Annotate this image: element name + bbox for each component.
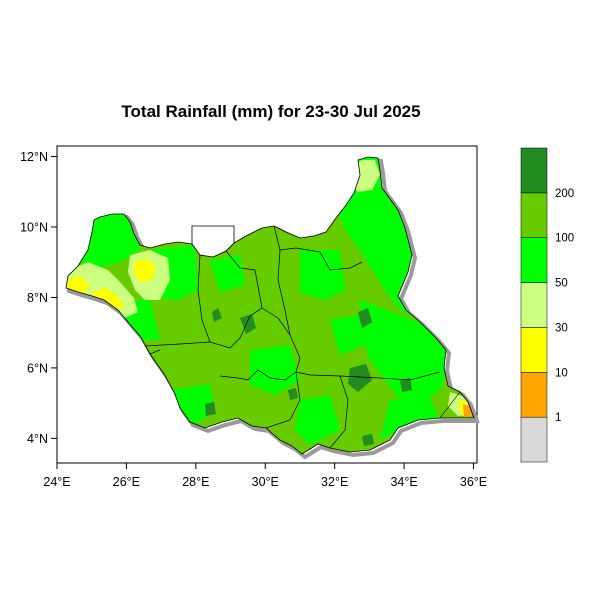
x-tick-label: 34°E (390, 475, 417, 489)
legend-threshold-label: 200 (555, 188, 574, 200)
rainfall-legend: 1 10 30 50 100 200 (520, 147, 574, 463)
legend-swatch (520, 147, 548, 194)
x-tick-label: 32°E (321, 475, 348, 489)
legend-swatch (520, 327, 548, 373)
y-tick-label: 6°N (27, 361, 48, 375)
legend-threshold-label: 1 (555, 412, 561, 424)
legend-threshold-label: 100 (555, 233, 574, 245)
legend-swatch (520, 416, 548, 463)
y-tick-label: 8°N (27, 291, 48, 305)
map-title: Total Rainfall (mm) for 23-30 Jul 2025 (121, 102, 420, 121)
x-tick-label: 28°E (182, 475, 209, 489)
x-tick-label: 36°E (460, 475, 487, 489)
y-tick-label: 12°N (20, 150, 48, 164)
x-tick-label: 30°E (252, 475, 279, 489)
legend-swatch (520, 282, 548, 328)
y-tick-label: 10°N (20, 221, 48, 235)
legend-swatch (520, 192, 548, 238)
legend-threshold-label: 50 (555, 278, 568, 290)
legend-threshold-label: 10 (555, 367, 568, 379)
x-tick-label: 24°E (43, 475, 70, 489)
rain-class-over-200 (205, 308, 412, 446)
legend-threshold-label: 30 (555, 322, 568, 334)
y-axis-ticks: 4°N 6°N 8°N 10°N 12°N (20, 150, 57, 446)
legend-swatch (520, 237, 548, 283)
y-tick-label: 4°N (27, 432, 48, 446)
legend-swatch (520, 372, 548, 418)
state-boundaries (144, 225, 441, 449)
x-tick-label: 26°E (113, 475, 140, 489)
rainfall-field (65, 156, 480, 460)
x-axis-ticks: 24°E 26°E 28°E 30°E 32°E 34°E 36°E (43, 463, 487, 489)
abyei-area (191, 225, 235, 258)
rain-class-1-10 (463, 404, 473, 417)
ilemi-area (439, 391, 475, 419)
